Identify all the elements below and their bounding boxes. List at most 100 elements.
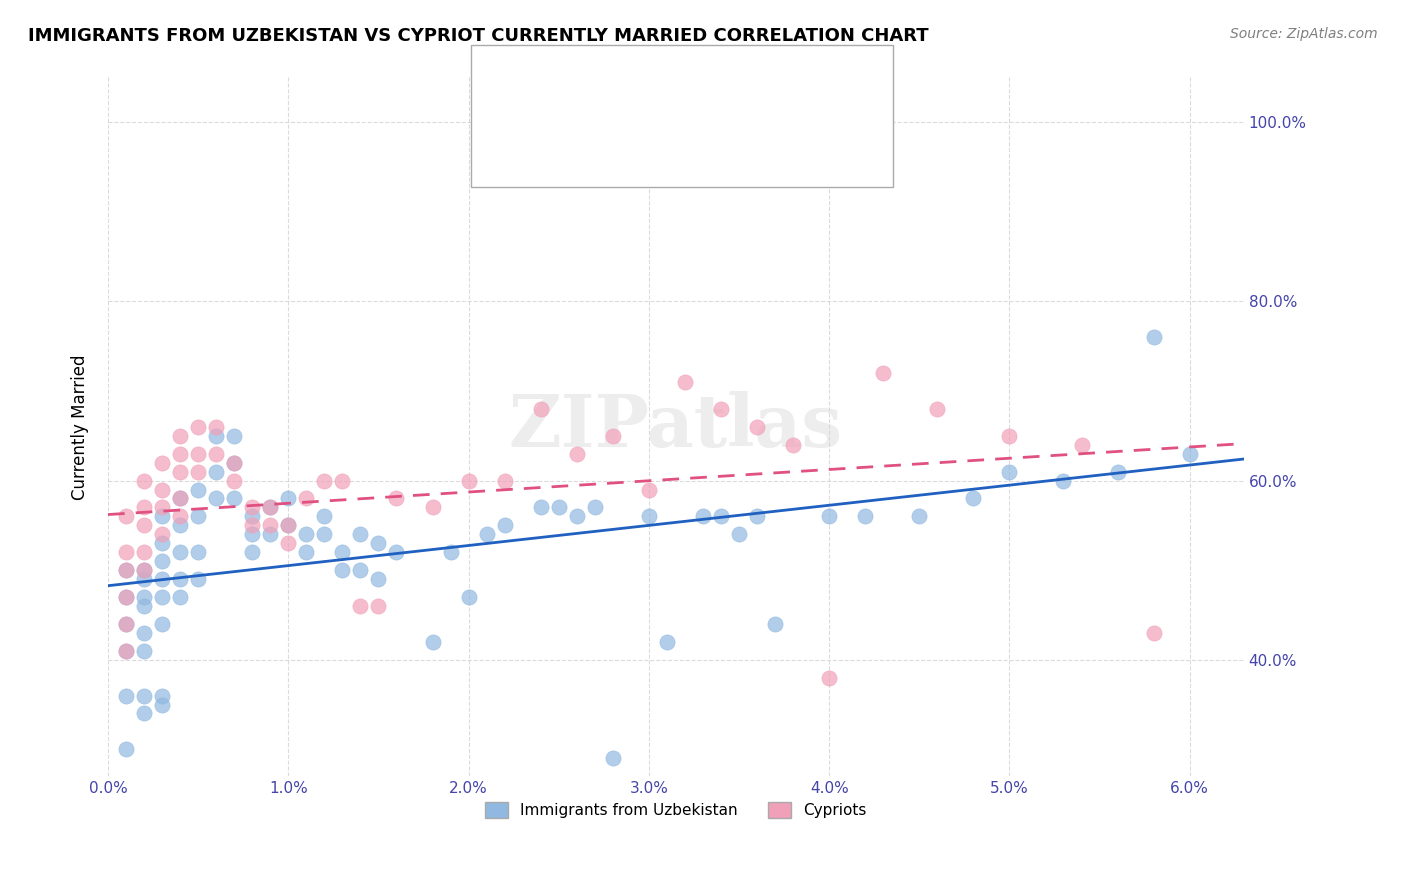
Point [205, 447, 228, 461]
Point [1143, 625, 1166, 640]
Point [728, 527, 751, 541]
Point [132, 599, 155, 613]
Point [205, 491, 228, 506]
Text: N =: N = [654, 116, 690, 134]
Text: 56: 56 [696, 116, 718, 134]
Point [169, 465, 191, 479]
Point [422, 635, 444, 649]
Point [763, 616, 786, 631]
Point [169, 491, 191, 506]
Point [367, 536, 389, 550]
Point [169, 545, 191, 559]
Point [998, 465, 1021, 479]
Point [132, 563, 155, 577]
Point [115, 616, 138, 631]
Point [457, 590, 479, 604]
Point [224, 491, 246, 506]
Point [277, 518, 299, 533]
Point [367, 572, 389, 586]
Point [494, 518, 516, 533]
Point [853, 509, 876, 524]
Point [115, 563, 138, 577]
Point [150, 616, 173, 631]
Point [1070, 438, 1092, 452]
Point [872, 366, 894, 380]
Point [295, 527, 318, 541]
Point [1052, 474, 1074, 488]
Point [602, 751, 624, 765]
Point [565, 509, 588, 524]
Point [132, 563, 155, 577]
Point [439, 545, 461, 559]
Point [115, 644, 138, 658]
Point [115, 616, 138, 631]
Point [259, 518, 281, 533]
Point [150, 572, 173, 586]
Point [169, 429, 191, 443]
Point [962, 491, 984, 506]
Point [1107, 465, 1129, 479]
Point [169, 491, 191, 506]
Point [150, 500, 173, 515]
Point [132, 644, 155, 658]
Point [295, 491, 318, 506]
Point [745, 509, 768, 524]
Legend: Immigrants from Uzbekistan, Cypriots: Immigrants from Uzbekistan, Cypriots [479, 797, 873, 824]
Point [132, 572, 155, 586]
Point [224, 456, 246, 470]
Y-axis label: Currently Married: Currently Married [72, 354, 89, 500]
Point [187, 572, 209, 586]
Point [150, 554, 173, 568]
Point [314, 527, 336, 541]
Point [187, 545, 209, 559]
Point [818, 671, 841, 685]
Point [115, 590, 138, 604]
Point [132, 518, 155, 533]
Point [132, 500, 155, 515]
Point [150, 698, 173, 712]
Point [169, 590, 191, 604]
Point [277, 518, 299, 533]
Point [583, 500, 606, 515]
Point [998, 429, 1021, 443]
Point [475, 527, 498, 541]
Point [565, 447, 588, 461]
Point [224, 429, 246, 443]
Point [314, 474, 336, 488]
Point [673, 375, 696, 389]
Point [385, 545, 408, 559]
Point [132, 474, 155, 488]
Point [169, 447, 191, 461]
Point [169, 572, 191, 586]
Text: 81: 81 [696, 71, 718, 89]
Point [132, 706, 155, 721]
Point [187, 447, 209, 461]
Point [330, 545, 353, 559]
Point [710, 401, 733, 416]
Point [330, 563, 353, 577]
Point [115, 545, 138, 559]
Point [637, 509, 659, 524]
Text: IMMIGRANTS FROM UZBEKISTAN VS CYPRIOT CURRENTLY MARRIED CORRELATION CHART: IMMIGRANTS FROM UZBEKISTAN VS CYPRIOT CU… [28, 27, 929, 45]
Point [150, 483, 173, 497]
Point [259, 500, 281, 515]
Point [240, 509, 263, 524]
Point [115, 689, 138, 703]
Point [240, 545, 263, 559]
Text: N =: N = [654, 71, 690, 89]
Point [187, 509, 209, 524]
Point [295, 545, 318, 559]
Text: Source: ZipAtlas.com: Source: ZipAtlas.com [1230, 27, 1378, 41]
Text: 0.300: 0.300 [576, 71, 628, 89]
Point [710, 509, 733, 524]
Point [494, 474, 516, 488]
Point [115, 590, 138, 604]
Point [224, 456, 246, 470]
Point [745, 419, 768, 434]
Point [457, 474, 479, 488]
Point [150, 689, 173, 703]
Point [150, 527, 173, 541]
Point [277, 536, 299, 550]
Point [150, 536, 173, 550]
Point [150, 509, 173, 524]
